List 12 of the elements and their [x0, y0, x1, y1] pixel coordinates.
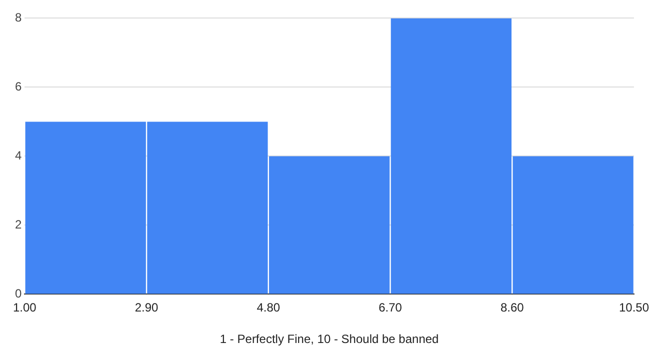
- y-tick-label: 2: [14, 218, 22, 232]
- x-tick-label: 1.00: [12, 300, 37, 315]
- y-tick-label: 8: [14, 10, 22, 25]
- x-tick-label: 8.60: [500, 300, 524, 315]
- x-tick-label: 6.70: [378, 300, 402, 315]
- x-axis-title: 1 - Perfectly Fine, 10 - Should be banned: [220, 332, 439, 346]
- y-tick-label: 4: [14, 148, 22, 163]
- x-tick-label: 2.90: [134, 300, 159, 315]
- x-tick-label: 4.80: [256, 300, 280, 315]
- y-tick-label: 6: [14, 80, 22, 94]
- y-tick-label: 0: [14, 286, 22, 301]
- x-tick-label: 10.50: [618, 300, 650, 315]
